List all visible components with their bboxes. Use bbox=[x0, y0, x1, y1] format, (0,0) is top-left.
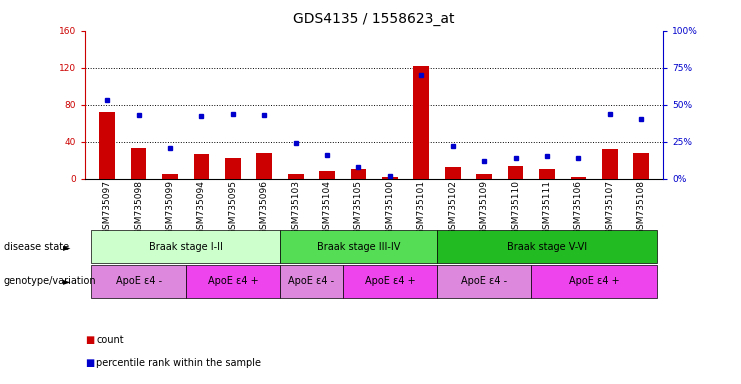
Bar bbox=[602, 149, 618, 179]
Text: ApoE ε4 -: ApoE ε4 - bbox=[288, 276, 334, 286]
Bar bbox=[319, 171, 335, 179]
Text: Braak stage V-VI: Braak stage V-VI bbox=[507, 242, 587, 252]
Bar bbox=[571, 177, 586, 179]
Bar bbox=[413, 66, 429, 179]
Text: ApoE ε4 -: ApoE ε4 - bbox=[461, 276, 507, 286]
Text: ►: ► bbox=[63, 276, 70, 286]
Bar bbox=[130, 148, 147, 179]
Bar bbox=[382, 177, 398, 179]
Text: ApoE ε4 +: ApoE ε4 + bbox=[569, 276, 619, 286]
Text: ApoE ε4 +: ApoE ε4 + bbox=[207, 276, 258, 286]
Text: ApoE ε4 -: ApoE ε4 - bbox=[116, 276, 162, 286]
Text: Braak stage III-IV: Braak stage III-IV bbox=[317, 242, 400, 252]
Text: disease state: disease state bbox=[4, 242, 69, 252]
Bar bbox=[476, 174, 492, 179]
Bar bbox=[539, 169, 555, 179]
Text: ApoE ε4 +: ApoE ε4 + bbox=[365, 276, 415, 286]
Bar bbox=[99, 112, 115, 179]
Bar bbox=[288, 174, 304, 179]
Text: ■: ■ bbox=[85, 358, 94, 368]
Text: ■: ■ bbox=[85, 335, 94, 345]
Bar bbox=[225, 158, 241, 179]
Bar bbox=[162, 174, 178, 179]
Text: percentile rank within the sample: percentile rank within the sample bbox=[96, 358, 262, 368]
Bar bbox=[508, 166, 523, 179]
Text: genotype/variation: genotype/variation bbox=[4, 276, 96, 286]
Text: ►: ► bbox=[63, 242, 70, 252]
Bar bbox=[256, 153, 272, 179]
Bar bbox=[634, 153, 649, 179]
Bar bbox=[445, 167, 461, 179]
Bar bbox=[350, 169, 366, 179]
Bar bbox=[193, 154, 209, 179]
Text: Braak stage I-II: Braak stage I-II bbox=[149, 242, 223, 252]
Text: GDS4135 / 1558623_at: GDS4135 / 1558623_at bbox=[293, 12, 455, 25]
Text: count: count bbox=[96, 335, 124, 345]
